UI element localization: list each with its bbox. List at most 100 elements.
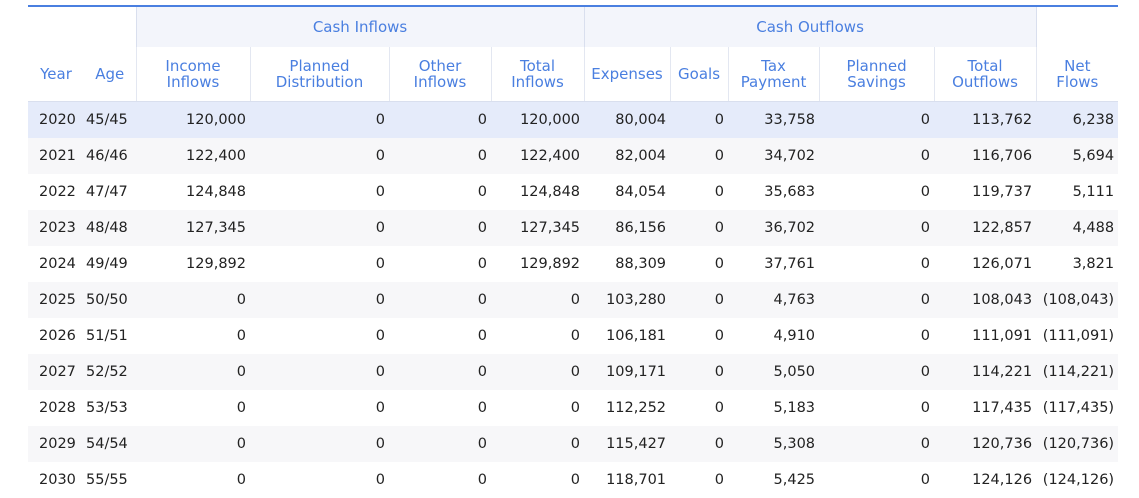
cell-expenses: 118,701	[584, 462, 670, 498]
cell-other-inflows: 0	[389, 462, 491, 498]
cell-other-inflows: 0	[389, 102, 491, 139]
cell-year: 2020	[28, 102, 84, 139]
cell-expenses: 88,309	[584, 246, 670, 282]
cell-net-flows: (114,221)	[1036, 354, 1118, 390]
cell-income-inflows: 0	[136, 282, 250, 318]
cell-year: 2029	[28, 426, 84, 462]
column-header-goals[interactable]: Goals	[670, 47, 728, 102]
cell-year: 2028	[28, 390, 84, 426]
cell-other-inflows: 0	[389, 210, 491, 246]
cell-total-outflows: 108,043	[934, 282, 1036, 318]
cell-goals: 0	[670, 282, 728, 318]
column-header-expenses[interactable]: Expenses	[584, 47, 670, 102]
header-group-row: Cash Inflows Cash Outflows	[28, 7, 1118, 47]
cell-income-inflows: 0	[136, 318, 250, 354]
cell-planned-savings: 0	[819, 354, 934, 390]
cell-expenses: 80,004	[584, 102, 670, 139]
cell-expenses: 84,054	[584, 174, 670, 210]
cell-total-outflows: 117,435	[934, 390, 1036, 426]
cell-goals: 0	[670, 426, 728, 462]
cell-planned-savings: 0	[819, 390, 934, 426]
cell-age: 54/54	[84, 426, 136, 462]
cell-tax-payment: 5,425	[728, 462, 819, 498]
cell-planned-savings: 0	[819, 210, 934, 246]
cell-total-inflows: 0	[491, 426, 584, 462]
cell-income-inflows: 129,892	[136, 246, 250, 282]
cell-other-inflows: 0	[389, 390, 491, 426]
cell-planned-savings: 0	[819, 174, 934, 210]
cell-planned-savings: 0	[819, 462, 934, 498]
cell-total-inflows: 124,848	[491, 174, 584, 210]
cell-other-inflows: 0	[389, 282, 491, 318]
cell-net-flows: 3,821	[1036, 246, 1118, 282]
cell-tax-payment: 5,050	[728, 354, 819, 390]
cell-planned-distribution: 0	[250, 426, 389, 462]
cell-income-inflows: 122,400	[136, 138, 250, 174]
cell-total-outflows: 114,221	[934, 354, 1036, 390]
column-header-age[interactable]: Age	[84, 47, 136, 102]
cell-goals: 0	[670, 318, 728, 354]
cell-total-inflows: 0	[491, 354, 584, 390]
cell-total-inflows: 0	[491, 462, 584, 498]
cell-income-inflows: 0	[136, 354, 250, 390]
cell-total-outflows: 111,091	[934, 318, 1036, 354]
cell-total-inflows: 0	[491, 390, 584, 426]
cell-planned-savings: 0	[819, 282, 934, 318]
header-group-spacer	[28, 7, 136, 47]
cell-age: 49/49	[84, 246, 136, 282]
cell-net-flows: (117,435)	[1036, 390, 1118, 426]
cell-age: 51/51	[84, 318, 136, 354]
cell-expenses: 86,156	[584, 210, 670, 246]
cell-tax-payment: 34,702	[728, 138, 819, 174]
cell-planned-savings: 0	[819, 318, 934, 354]
cell-expenses: 103,280	[584, 282, 670, 318]
cell-total-outflows: 116,706	[934, 138, 1036, 174]
cell-other-inflows: 0	[389, 354, 491, 390]
column-header-year[interactable]: Year	[28, 47, 84, 102]
cell-planned-distribution: 0	[250, 102, 389, 139]
cell-age: 46/46	[84, 138, 136, 174]
cell-planned-savings: 0	[819, 426, 934, 462]
cell-goals: 0	[670, 246, 728, 282]
cash-flow-table-container: Cash Inflows Cash Outflows Year Age Inco…	[28, 5, 1118, 498]
cell-planned-distribution: 0	[250, 282, 389, 318]
cell-expenses: 109,171	[584, 354, 670, 390]
cell-other-inflows: 0	[389, 246, 491, 282]
cell-income-inflows: 127,345	[136, 210, 250, 246]
cell-planned-distribution: 0	[250, 390, 389, 426]
cell-age: 45/45	[84, 102, 136, 139]
cell-net-flows: 5,694	[1036, 138, 1118, 174]
cell-planned-distribution: 0	[250, 318, 389, 354]
cell-income-inflows: 0	[136, 390, 250, 426]
cell-expenses: 106,181	[584, 318, 670, 354]
cell-total-inflows: 127,345	[491, 210, 584, 246]
cell-goals: 0	[670, 462, 728, 498]
cell-planned-distribution: 0	[250, 210, 389, 246]
cell-total-outflows: 113,762	[934, 102, 1036, 139]
cell-tax-payment: 36,702	[728, 210, 819, 246]
cell-year: 2026	[28, 318, 84, 354]
cell-net-flows: (124,126)	[1036, 462, 1118, 498]
cell-total-inflows: 0	[491, 282, 584, 318]
cell-net-flows: (120,736)	[1036, 426, 1118, 462]
